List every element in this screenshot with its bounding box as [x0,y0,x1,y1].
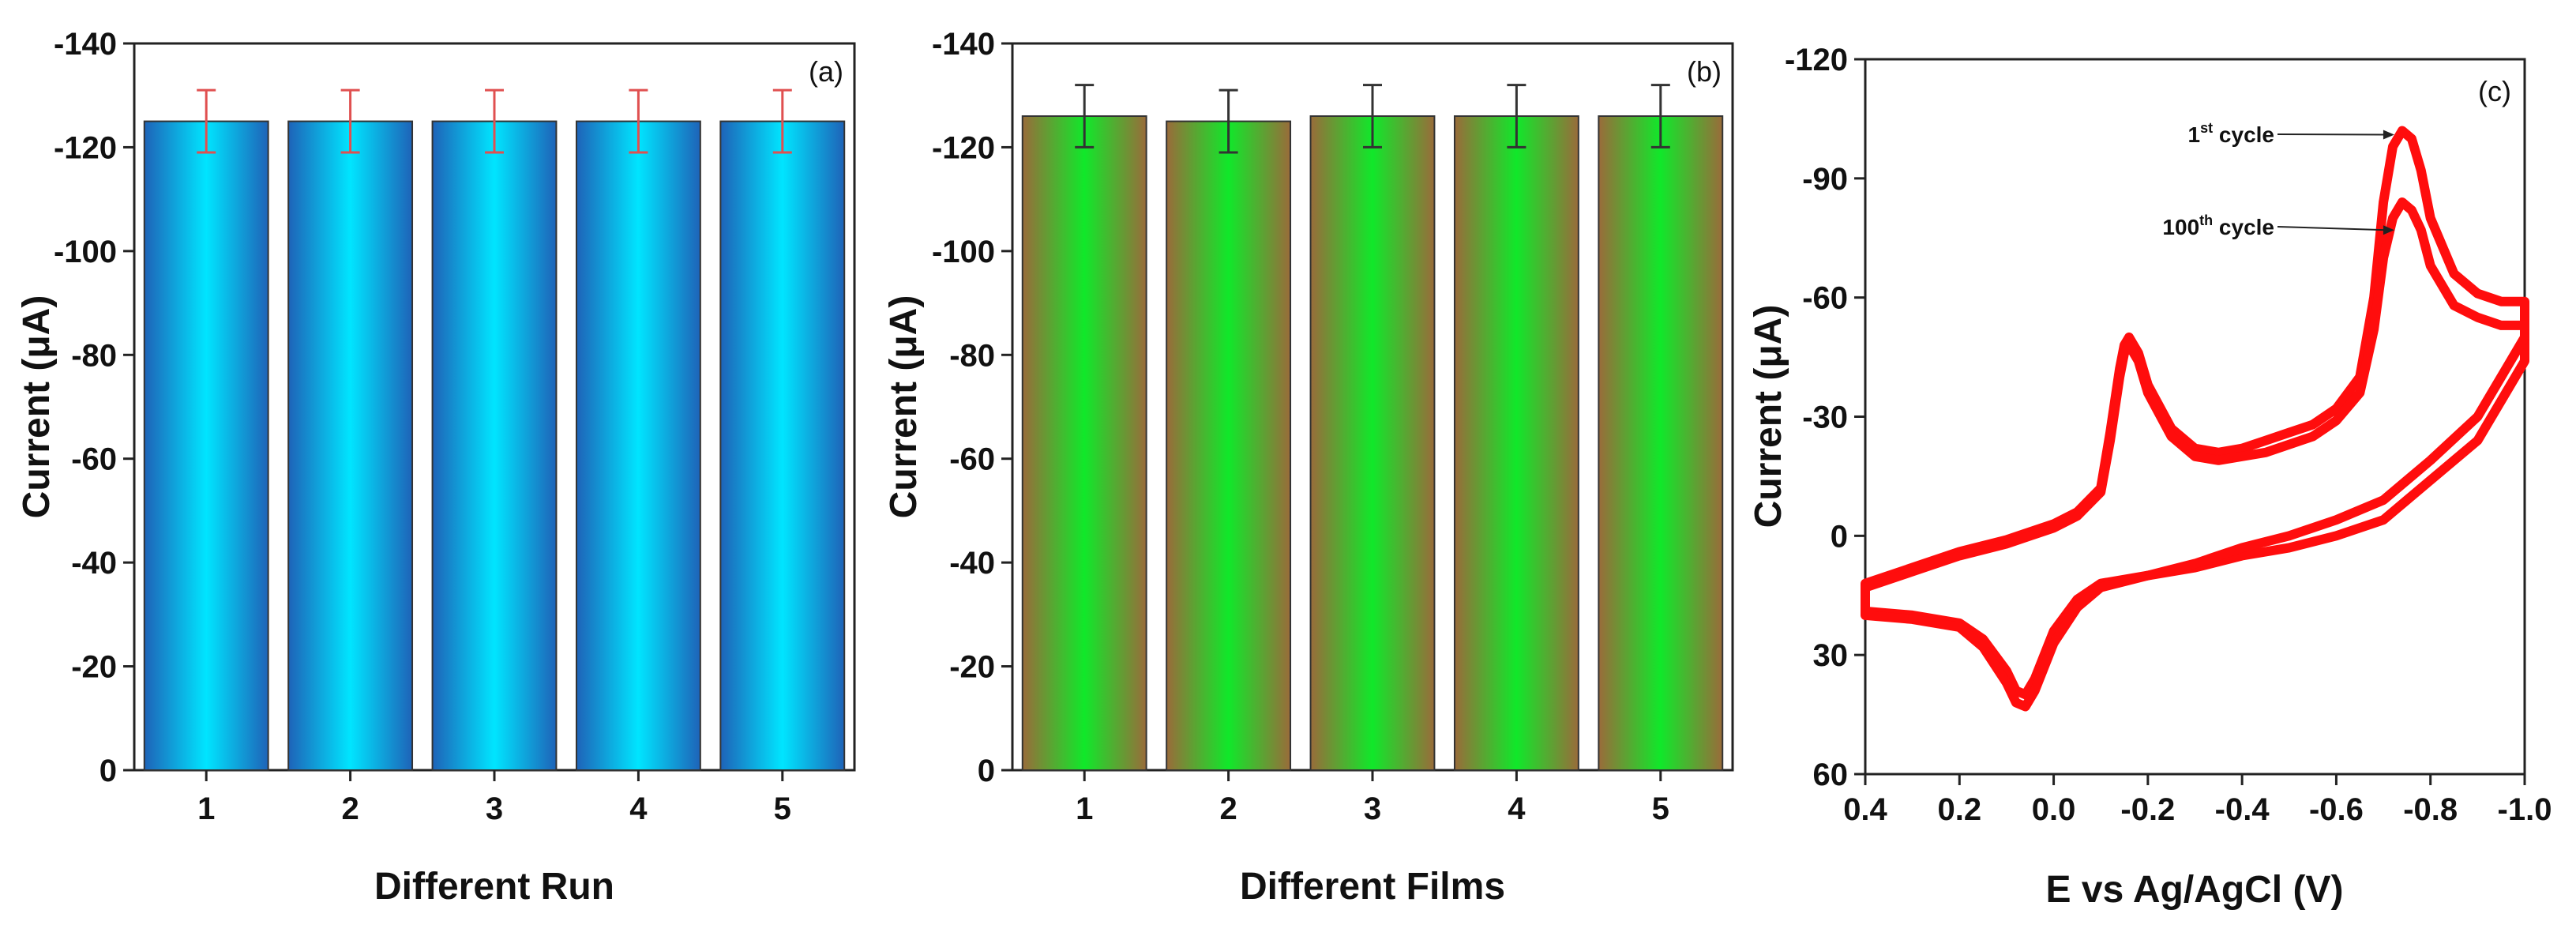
y-tick-label: -120 [1785,43,1848,77]
last-cycle-rest: cycle [2213,215,2274,239]
panel-b: 0 -20 -40 -60 -80 -100 -120 -140 1 2 3 4 5 (b) Diff… [883,27,1734,908]
annotation-100th-cycle-label: 100th cycle [2162,212,2274,239]
annotation-first-cycle: 1st cycle [2188,120,2394,147]
bar [287,120,414,772]
x-tick-label: 0.4 [1843,792,1887,827]
bar [1021,115,1147,771]
x-tick-label: -1.0 [2498,792,2552,827]
panel-a-x-title: Different Run [374,866,614,908]
x-tick-label: 5 [774,791,791,826]
panel-b-x-ticks: 1 2 3 4 5 [1076,770,1669,826]
x-tick-label: 5 [1652,791,1669,826]
y-tick-label: -60 [71,442,117,477]
y-tick-label: 60 [1813,758,1849,792]
last-cycle-sup: th [2199,212,2213,228]
panel-a-x-ticks: 1 2 3 4 5 [197,770,791,826]
bar [575,120,701,772]
x-tick-label: 2 [1219,791,1237,826]
panel-c-tag: (c) [2478,75,2511,107]
x-tick-label: 4 [629,791,648,826]
y-tick-label: -20 [71,650,117,685]
bar [431,120,558,772]
x-tick-label: 2 [341,791,359,826]
panel-c: 60 30 0 -30 -60 -90 -120 0.4 0.2 0.0 -0.2 -0.4 -0.6… [1748,43,2552,911]
bar [1598,115,1724,771]
annotation-first-cycle-arrow [2277,133,2386,136]
panel-a: 0 -20 -40 -60 -80 -100 -120 -140 1 2 3 4 5 (a) Diff… [16,27,856,908]
y-tick-label: 0 [978,754,995,788]
bar [1166,120,1292,772]
x-tick-label: 3 [486,791,503,826]
y-tick-label: -80 [71,338,117,373]
annotation-first-cycle-arrowhead [2383,130,2394,140]
y-tick-label: -30 [1802,400,1848,435]
bar [143,120,269,772]
x-tick-label: -0.2 [2120,792,2175,827]
x-tick-label: -0.8 [2403,792,2458,827]
annotation-100th-cycle-arrow [2277,226,2386,231]
y-tick-label: -20 [949,650,995,685]
annotation-first-cycle-label: 1st cycle [2188,120,2274,147]
annotation-100th-cycle-arrowhead [2383,225,2394,235]
x-tick-label: 0.0 [2032,792,2076,827]
x-tick-label: 1 [1076,791,1093,826]
first-cycle-sup: st [2200,120,2213,136]
panel-b-y-ticks: 0 -20 -40 -60 -80 -100 -120 -140 [932,27,1012,788]
y-tick-label: -90 [1802,162,1848,197]
x-tick-label: 1 [197,791,215,826]
panel-a-y-title: Current (μA) [16,295,58,519]
x-tick-label: -0.4 [2215,792,2270,827]
y-tick-label: -80 [949,338,995,373]
panel-b-bars [1021,84,1724,772]
y-tick-label: -60 [949,442,995,477]
y-tick-label: -100 [932,235,995,269]
y-tick-label: -40 [71,546,117,581]
y-tick-label: -100 [54,235,117,269]
bar [1453,115,1579,771]
panel-c-x-ticks: 0.4 0.2 0.0 -0.2 -0.4 -0.6 -0.8 -1.0 [1843,774,2552,827]
y-tick-label: -40 [949,546,995,581]
panel-a-bars [143,88,846,772]
y-tick-label: -120 [932,130,995,165]
y-tick-label: 0 [1831,519,1848,554]
x-tick-label: 3 [1364,791,1381,826]
y-tick-label: -140 [932,27,995,62]
panel-c-curves [1861,126,2529,712]
y-tick-label: 0 [100,754,117,788]
x-tick-label: 4 [1508,791,1526,826]
y-tick-label: -140 [54,27,117,62]
panel-c-y-title: Current (μA) [1748,305,1789,528]
last-cycle-base: 100 [2162,215,2199,239]
x-tick-label: 0.2 [1937,792,1981,827]
first-cycle-base: 1 [2188,122,2201,147]
bar [719,120,846,772]
panel-a-y-ticks: 0 -20 -40 -60 -80 -100 -120 -140 [54,27,134,788]
panel-c-y-ticks: 60 30 0 -30 -60 -90 -120 [1785,43,1865,792]
y-tick-label: 30 [1813,638,1849,673]
annotation-100th-cycle: 100th cycle [2162,212,2394,239]
panel-b-y-title: Current (μA) [883,295,925,519]
y-tick-label: -120 [54,130,117,165]
panel-c-x-title: E vs Ag/AgCl (V) [2046,869,2344,911]
first-cycle-rest: cycle [2213,122,2274,147]
bar [1309,115,1436,771]
y-tick-label: -60 [1802,281,1848,316]
panel-a-tag: (a) [809,55,843,88]
panel-b-x-title: Different Films [1240,866,1505,908]
panel-b-tag: (b) [1687,55,1722,88]
panel-c-frame [1864,58,2526,776]
x-tick-label: -0.6 [2309,792,2364,827]
cv-curve-cycle-100 [1861,197,2529,712]
